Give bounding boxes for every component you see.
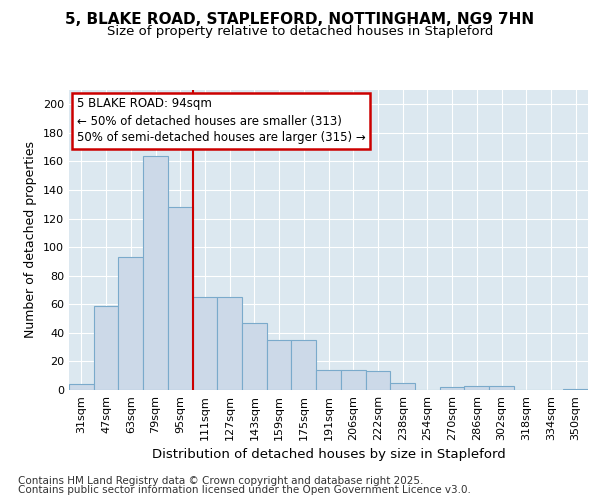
- Bar: [292, 340, 316, 390]
- Y-axis label: Number of detached properties: Number of detached properties: [25, 142, 37, 338]
- Text: 5, BLAKE ROAD, STAPLEFORD, NOTTINGHAM, NG9 7HN: 5, BLAKE ROAD, STAPLEFORD, NOTTINGHAM, N…: [65, 12, 535, 28]
- Bar: [563, 388, 588, 390]
- Bar: [118, 257, 143, 390]
- Bar: [440, 387, 464, 390]
- Text: Contains public sector information licensed under the Open Government Licence v3: Contains public sector information licen…: [18, 485, 471, 495]
- Text: 5 BLAKE ROAD: 94sqm
← 50% of detached houses are smaller (313)
50% of semi-detac: 5 BLAKE ROAD: 94sqm ← 50% of detached ho…: [77, 98, 365, 144]
- Bar: [341, 370, 365, 390]
- Bar: [267, 340, 292, 390]
- Bar: [464, 386, 489, 390]
- Bar: [168, 207, 193, 390]
- Bar: [316, 370, 341, 390]
- Bar: [365, 372, 390, 390]
- Bar: [390, 383, 415, 390]
- Text: Size of property relative to detached houses in Stapleford: Size of property relative to detached ho…: [107, 25, 493, 38]
- Bar: [193, 297, 217, 390]
- Bar: [217, 297, 242, 390]
- Bar: [143, 156, 168, 390]
- Text: Contains HM Land Registry data © Crown copyright and database right 2025.: Contains HM Land Registry data © Crown c…: [18, 476, 424, 486]
- Bar: [69, 384, 94, 390]
- Bar: [94, 306, 118, 390]
- X-axis label: Distribution of detached houses by size in Stapleford: Distribution of detached houses by size …: [152, 448, 505, 462]
- Bar: [242, 323, 267, 390]
- Bar: [489, 386, 514, 390]
